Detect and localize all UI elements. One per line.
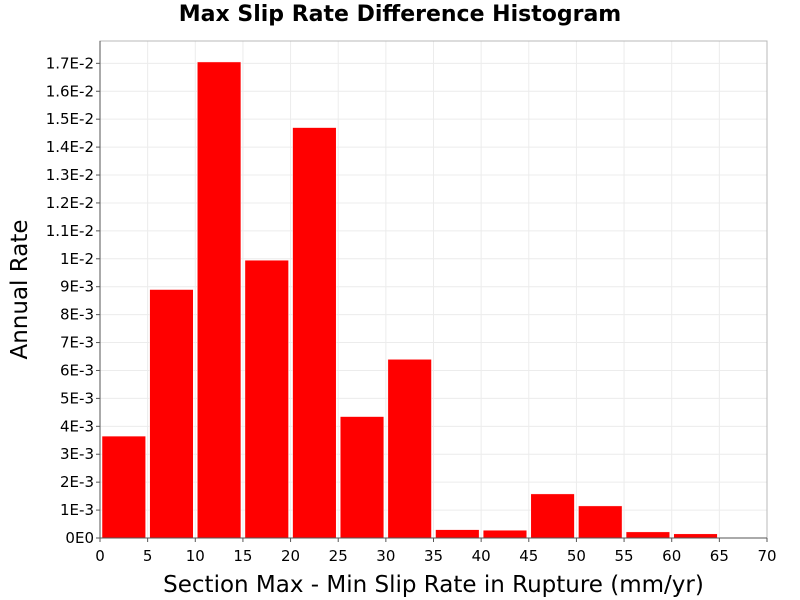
y-tick-label: 1E-3 (60, 501, 94, 519)
x-tick-label: 50 (567, 547, 586, 565)
y-tick-label: 7E-3 (60, 334, 94, 352)
histogram-bar (625, 531, 670, 539)
x-tick-label: 45 (519, 547, 538, 565)
y-tick-label: 4E-3 (60, 417, 94, 435)
histogram-bar (197, 61, 242, 539)
y-tick-label: 1.4E-2 (46, 138, 94, 156)
x-axis-title: Section Max - Min Slip Rate in Rupture (… (163, 572, 704, 598)
histogram-bar (387, 359, 432, 539)
x-tick-label: 15 (233, 547, 252, 565)
x-tick-label: 70 (757, 547, 776, 565)
y-tick-label: 3E-3 (60, 445, 94, 463)
x-tick-label: 5 (143, 547, 153, 565)
histogram-bar (435, 529, 480, 539)
y-tick-label: 1.2E-2 (46, 194, 94, 212)
x-tick-label: 55 (615, 547, 634, 565)
y-tick-label: 1.1E-2 (46, 222, 94, 240)
y-tick-label: 1.5E-2 (46, 110, 94, 128)
y-tick-label: 1.7E-2 (46, 54, 94, 72)
histogram-bar (149, 289, 194, 539)
x-tick-label: 25 (329, 547, 348, 565)
x-tick-label: 30 (376, 547, 395, 565)
histogram-bar (244, 259, 289, 539)
y-tick-label: 8E-3 (60, 306, 94, 324)
y-tick-label: 5E-3 (60, 389, 94, 407)
histogram-bar (673, 533, 718, 539)
x-tick-label: 40 (472, 547, 491, 565)
x-tick-label: 20 (281, 547, 300, 565)
y-tick-label: 2E-3 (60, 473, 94, 491)
histogram-bar (578, 505, 623, 539)
x-tick-label: 0 (95, 547, 105, 565)
y-axis-title: Annual Rate (7, 220, 33, 360)
x-tick-label: 60 (662, 547, 681, 565)
histogram-bar (101, 435, 146, 539)
y-tick-label: 1.3E-2 (46, 166, 94, 184)
x-tick-label: 65 (710, 547, 729, 565)
x-tick-label: 10 (186, 547, 205, 565)
y-tick-label: 9E-3 (60, 278, 94, 296)
y-tick-label: 6E-3 (60, 361, 94, 379)
histogram-bar (530, 493, 575, 539)
histogram-bar (339, 416, 385, 539)
chart-title: Max Slip Rate Difference Histogram (178, 2, 622, 27)
y-tick-label: 1E-2 (60, 250, 94, 268)
x-tick-label: 35 (424, 547, 443, 565)
y-tick-label: 0E0 (65, 529, 94, 547)
histogram-bar (482, 529, 528, 539)
y-tick-label: 1.6E-2 (46, 82, 94, 100)
histogram-bar (292, 127, 337, 539)
